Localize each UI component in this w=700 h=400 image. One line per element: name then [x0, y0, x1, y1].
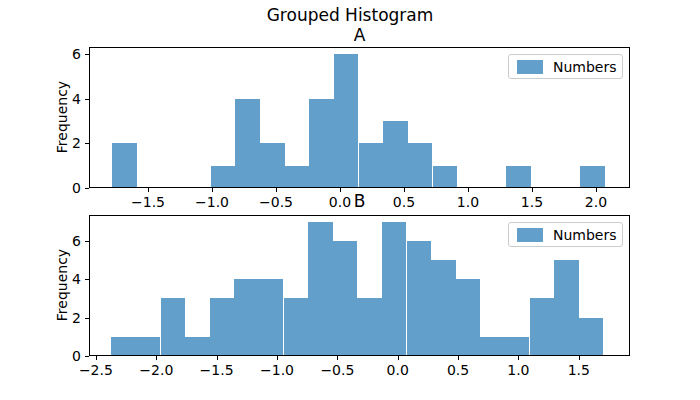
figure: Grouped Histogram A Frequency −1.5 −1.0 −0… [0, 0, 700, 400]
x-tick-mark [596, 188, 597, 192]
x-tick-mark [518, 356, 519, 360]
x-tick-label: −1.5 [200, 362, 234, 378]
y-tick-label: 6 [72, 46, 81, 62]
x-tick-mark [276, 188, 277, 192]
subplot-b-title: B [89, 191, 630, 211]
x-tick-label: 1.5 [521, 194, 543, 210]
y-tick-mark [85, 143, 89, 144]
y-tick-label: 6 [72, 233, 81, 249]
y-tick-mark [85, 99, 89, 100]
x-tick-label: −2.0 [139, 362, 173, 378]
histogram-bar [382, 222, 407, 356]
legend-label: Numbers [553, 227, 617, 243]
x-tick-mark [217, 356, 218, 360]
x-tick-mark [156, 356, 157, 360]
histogram-bar [456, 279, 481, 356]
x-tick-mark [579, 356, 580, 360]
x-tick-label: 0.5 [447, 362, 469, 378]
histogram-bar [480, 337, 505, 356]
histogram-bar [211, 166, 236, 188]
histogram-bar [579, 318, 604, 356]
x-tick-mark [340, 188, 341, 192]
x-tick-label: 0.0 [387, 362, 409, 378]
x-tick-label: 2.0 [585, 194, 607, 210]
histogram-bar [259, 279, 284, 356]
legend-swatch [517, 228, 543, 242]
histogram-bar [136, 337, 161, 356]
histogram-bar [111, 337, 136, 356]
x-tick-mark [337, 356, 338, 360]
x-tick-mark [458, 356, 459, 360]
histogram-bar [383, 121, 408, 188]
histogram-bar [234, 279, 259, 356]
x-tick-label: −2.5 [79, 362, 113, 378]
x-tick-label: 0.0 [329, 194, 351, 210]
x-tick-mark [398, 356, 399, 360]
x-tick-mark [468, 188, 469, 192]
x-tick-mark [212, 188, 213, 192]
x-tick-mark [96, 356, 97, 360]
histogram-bar [185, 337, 210, 356]
histogram-bar [506, 166, 531, 188]
x-tick-mark [404, 188, 405, 192]
histogram-bar [334, 54, 359, 188]
histogram-bar [112, 143, 137, 188]
histogram-bar [554, 260, 579, 356]
x-tick-mark [532, 188, 533, 192]
histogram-bar [505, 337, 530, 356]
histogram-bar [161, 298, 186, 356]
x-tick-mark [277, 356, 278, 360]
histogram-bar [210, 298, 235, 356]
x-tick-label: −1.5 [131, 194, 165, 210]
subplot-a-title: A [89, 25, 630, 45]
x-tick-label: −1.0 [195, 194, 229, 210]
y-tick-mark [85, 54, 89, 55]
y-tick-mark [85, 188, 89, 189]
y-tick-mark [85, 279, 89, 280]
x-tick-mark [148, 188, 149, 192]
subplot-a-ylabel: Frequency [54, 81, 70, 153]
x-tick-label: −0.5 [259, 194, 293, 210]
x-tick-label: −1.0 [260, 362, 294, 378]
histogram-bar [431, 260, 456, 356]
subplot-b-legend: Numbers [508, 222, 623, 247]
x-tick-label: −0.5 [320, 362, 354, 378]
histogram-bar [359, 143, 384, 188]
histogram-bar [284, 298, 309, 356]
y-tick-label: 2 [72, 310, 81, 326]
y-tick-label: 2 [72, 135, 81, 151]
histogram-bar [308, 222, 333, 356]
legend-label: Numbers [553, 59, 617, 75]
legend-swatch [517, 60, 543, 74]
figure-title: Grouped Histogram [0, 5, 700, 25]
histogram-bar [580, 166, 605, 188]
x-tick-label: 1.0 [457, 194, 479, 210]
histogram-bar [407, 241, 432, 356]
x-tick-label: 1.5 [568, 362, 590, 378]
x-tick-label: 1.0 [507, 362, 529, 378]
y-tick-mark [85, 318, 89, 319]
histogram-bar [333, 241, 358, 356]
y-tick-label: 4 [72, 91, 81, 107]
y-tick-label: 0 [72, 180, 81, 196]
y-tick-label: 0 [72, 348, 81, 364]
histogram-bar [530, 298, 555, 356]
subplot-a-legend: Numbers [508, 54, 623, 79]
histogram-bar [260, 143, 285, 188]
x-tick-label: 0.5 [393, 194, 415, 210]
y-tick-mark [85, 356, 89, 357]
histogram-bar [408, 143, 433, 188]
y-tick-mark [85, 241, 89, 242]
y-tick-label: 4 [72, 271, 81, 287]
histogram-bar [235, 99, 260, 189]
histogram-bar [285, 166, 310, 188]
histogram-bar [433, 166, 458, 188]
histogram-bar [357, 298, 382, 356]
subplot-b-ylabel: Frequency [54, 249, 70, 321]
histogram-bar [309, 99, 334, 189]
